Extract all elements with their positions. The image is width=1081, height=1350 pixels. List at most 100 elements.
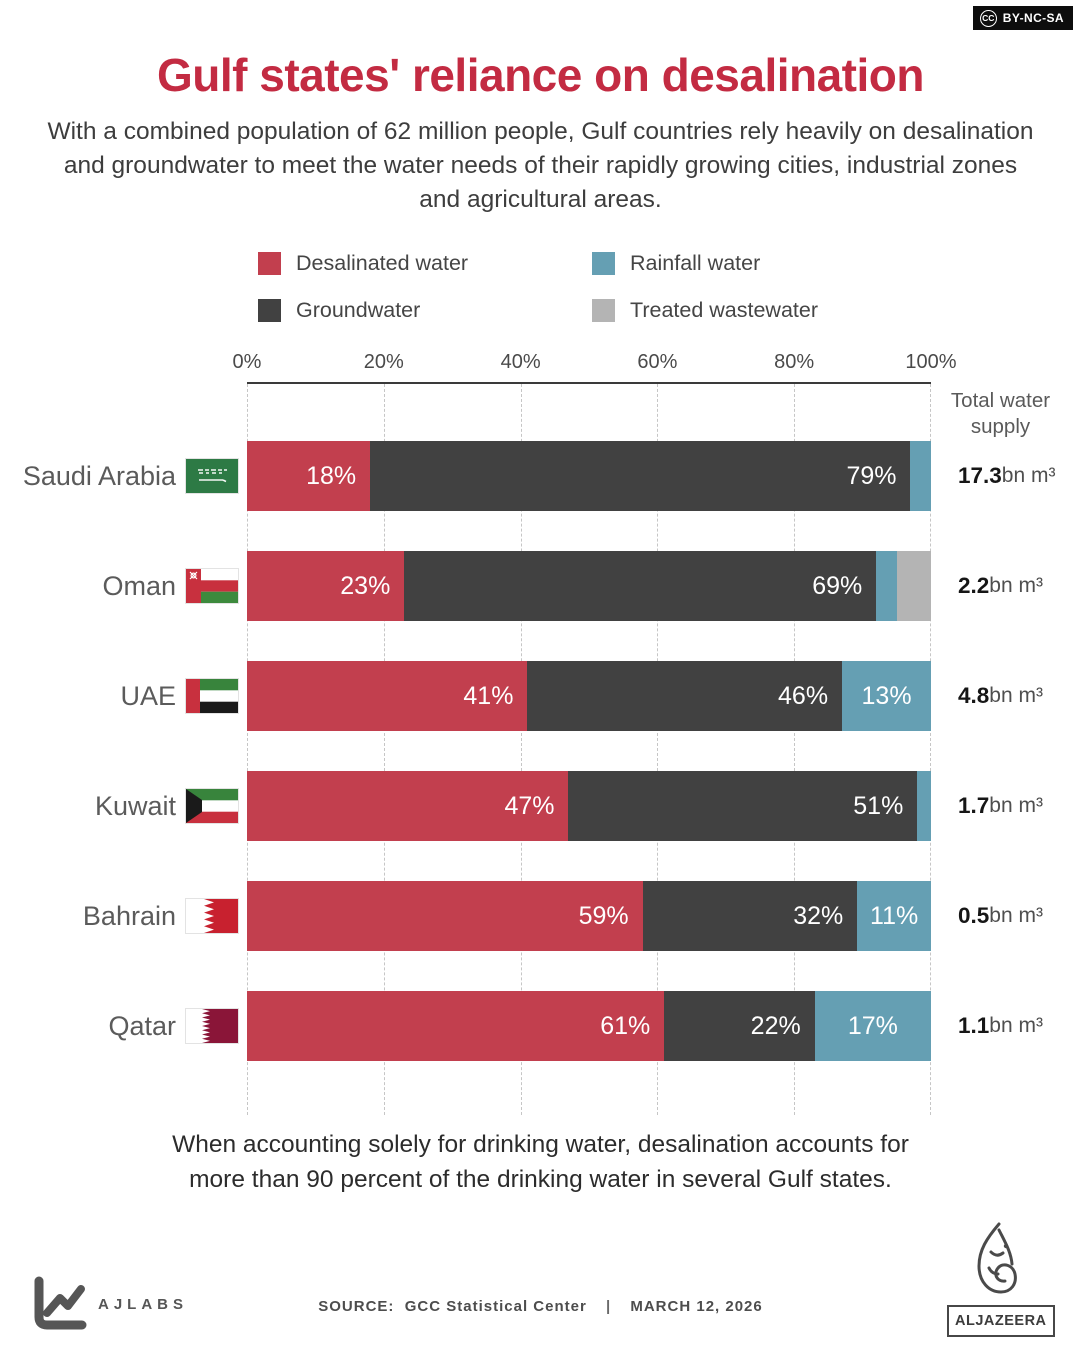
country-label: Qatar	[108, 1010, 176, 1041]
total-number: 4.8	[958, 683, 990, 708]
segment-percent-label: 47%	[504, 791, 555, 820]
total-supply-value: 4.8 bn m³	[958, 661, 1043, 731]
bar-segment-rainfall	[917, 771, 932, 841]
legend-item-treated: Treated wastewater	[592, 297, 818, 324]
segment-percent-label: 18%	[306, 461, 357, 490]
chart-row-kuwait: Kuwait 47% 51% 1.7 bn m³	[0, 771, 1081, 841]
kuwait-flag-icon	[186, 789, 238, 823]
total-supply-value: 1.7 bn m³	[958, 771, 1043, 841]
total-unit: bn m³	[989, 1014, 1043, 1037]
chart-row-saudi-arabia: Saudi Arabia 18% 79% 17.3 bn m³	[0, 441, 1081, 511]
ajlabs-logo: AJLABS	[30, 1276, 188, 1332]
bar-segment-rainfall: 13%	[842, 661, 931, 731]
oman-flag-icon	[186, 569, 238, 603]
bar-segment-desalinated: 41%	[247, 661, 528, 731]
segment-percent-label: 69%	[812, 571, 863, 600]
legend-label: Desalinated water	[296, 251, 469, 275]
bar-segment-rainfall: 11%	[857, 881, 931, 951]
stacked-bar-kuwait: 47% 51%	[247, 771, 932, 841]
legend-item-groundwater: Groundwater	[258, 297, 592, 324]
uae-flag-icon	[186, 679, 238, 713]
segment-percent-label: 13%	[861, 681, 912, 710]
x-axis-line	[247, 382, 931, 384]
legend-label: Groundwater	[296, 298, 421, 322]
treated-swatch-icon	[592, 299, 615, 322]
source-date: MARCH 12, 2026	[630, 1298, 763, 1315]
bar-segment-rainfall: 17%	[814, 991, 931, 1061]
chart-row-qatar: Qatar 61% 22% 17% 1.1 bn m³	[0, 991, 1081, 1061]
qatar-flag-icon	[186, 1009, 238, 1043]
bar-segment-desalinated: 47%	[247, 771, 569, 841]
desalinated-swatch-icon	[258, 252, 281, 275]
bar-segment-desalinated: 59%	[247, 881, 643, 951]
total-unit: bn m³	[989, 684, 1043, 707]
x-tick-80: 80%	[774, 351, 815, 373]
source-separator: |	[605, 1298, 612, 1315]
x-tick-0: 0%	[232, 351, 262, 373]
segment-percent-label: 59%	[578, 901, 629, 930]
legend-item-rainfall: Rainfall water	[592, 250, 818, 277]
segment-percent-label: 41%	[463, 681, 514, 710]
country-label: Bahrain	[82, 900, 176, 931]
stacked-bar-uae: 41% 46% 13%	[247, 661, 931, 731]
ajlabs-chart-icon	[34, 1276, 87, 1330]
x-tick-100: 100%	[905, 351, 957, 373]
ajlabs-label: AJLABS	[98, 1295, 189, 1313]
chart-row-oman: Oman 23% 69% 2.2 bn m³	[0, 551, 1081, 621]
country-label: Oman	[102, 570, 176, 601]
x-tick-20: 20%	[363, 351, 404, 373]
total-water-supply-header: Total water supply	[950, 389, 1051, 439]
bar-segment-groundwater: 79%	[370, 441, 911, 511]
bar-segment-groundwater: 46%	[527, 661, 843, 731]
chart-row-bahrain: Bahrain 59% 32% 11% 0.5 bn m³	[0, 881, 1081, 951]
rainfall-swatch-icon	[592, 252, 615, 275]
aljazeera-label: ALJAZEERA	[955, 1313, 1047, 1329]
page-title: Gulf states' reliance on desalination	[157, 49, 924, 101]
source-value: GCC Statistical Center	[404, 1298, 587, 1315]
total-number: 1.1	[958, 1013, 990, 1038]
segment-percent-label: 51%	[853, 791, 904, 820]
bar-segment-desalinated: 18%	[247, 441, 371, 511]
country-label: Saudi Arabia	[22, 460, 176, 491]
segment-percent-label: 11%	[870, 901, 919, 930]
legend-label: Rainfall water	[630, 251, 761, 275]
bar-segment-treated	[896, 551, 931, 621]
bahrain-flag-icon	[186, 899, 238, 933]
total-number: 17.3	[958, 463, 1002, 488]
segment-percent-label: 23%	[340, 571, 391, 600]
cc-icon: CC	[979, 9, 997, 27]
aljazeera-wordmark: ALJAZEERA	[947, 1305, 1055, 1337]
x-tick-60: 60%	[637, 351, 678, 373]
cc-license-badge[interactable]: CC BY-NC-SA	[972, 6, 1073, 30]
page-subtitle: With a combined population of 62 million…	[47, 118, 1034, 213]
total-supply-value: 0.5 bn m³	[958, 881, 1043, 951]
bar-segment-groundwater: 32%	[642, 881, 858, 951]
bar-segment-rainfall	[910, 441, 931, 511]
bar-segment-desalinated: 61%	[247, 991, 665, 1061]
country-label: UAE	[120, 680, 176, 711]
aljazeera-calligraphy-icon	[977, 1222, 1017, 1294]
segment-percent-label: 46%	[778, 681, 829, 710]
legend-label: Treated wastewater	[630, 298, 819, 322]
total-number: 1.7	[958, 793, 990, 818]
stacked-bar-oman: 23% 69%	[247, 551, 931, 621]
groundwater-swatch-icon	[258, 299, 281, 322]
source-label: SOURCE:	[318, 1298, 395, 1315]
total-unit: bn m³	[989, 574, 1043, 597]
segment-percent-label: 32%	[793, 901, 844, 930]
total-unit: bn m³	[989, 904, 1043, 927]
chart-legend: Desalinated water Rainfall water Groundw…	[258, 250, 818, 324]
total-unit: bn m³	[1001, 464, 1056, 487]
stacked-bar-qatar: 61% 22% 17%	[247, 991, 931, 1061]
aljazeera-logo: ALJAZEERA	[947, 1222, 1055, 1337]
stacked-bar-bahrain: 59% 32% 11%	[247, 881, 931, 951]
x-tick-40: 40%	[500, 351, 541, 373]
bar-segment-rainfall	[876, 551, 897, 621]
segment-percent-label: 79%	[846, 461, 897, 490]
bar-segment-groundwater: 69%	[404, 551, 877, 621]
bar-segment-desalinated: 23%	[247, 551, 405, 621]
total-unit: bn m³	[989, 794, 1043, 817]
stacked-bar-saudi-arabia: 18% 79%	[247, 441, 931, 511]
country-label: Kuwait	[94, 790, 176, 821]
